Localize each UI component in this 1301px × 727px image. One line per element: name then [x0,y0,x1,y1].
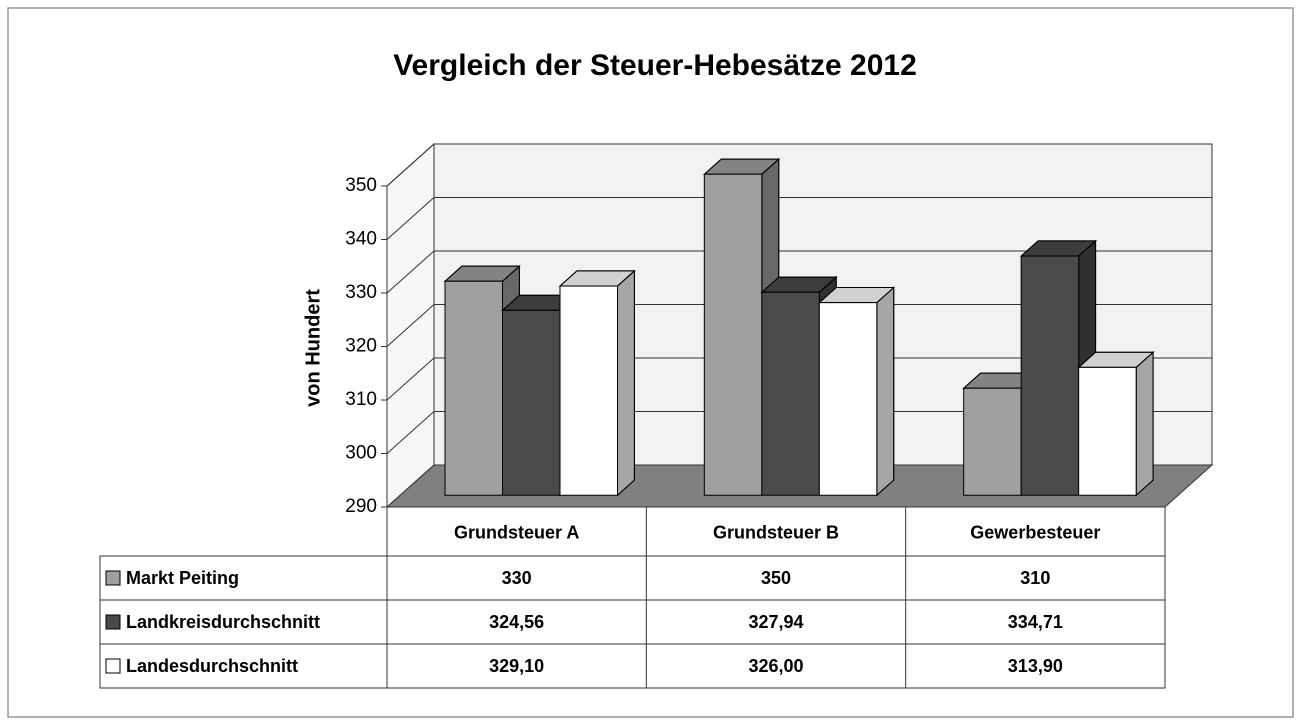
y-tick-label: 340 [345,229,377,250]
value-label: 350 [761,568,791,588]
legend-label: Landesdurchschnitt [126,656,298,676]
value-label: 334,71 [1008,612,1063,632]
category-label: Grundsteuer B [713,522,839,542]
value-label: 327,94 [748,612,803,632]
grid-line [386,250,435,294]
grid-line [386,143,435,187]
legend-label: Landkreisdurchschnitt [126,612,320,632]
table-header [386,506,1166,557]
y-tick-label: 330 [345,282,377,303]
grid-line [386,197,435,240]
grid-line [386,357,435,401]
value-label: 329,10 [489,656,544,676]
value-label: 310 [1020,568,1050,588]
bar-side-shade [876,286,895,497]
bar [502,309,561,496]
table-row [99,643,1166,689]
y-tick-label: 310 [345,389,377,410]
bar [818,302,878,496]
bar-side-shade [1135,351,1154,497]
value-label: 326,00 [748,656,803,676]
chart-title: Vergleich der Steuer-Hebesätze 2012 [393,49,917,82]
value-label: 330 [502,568,532,588]
bar [761,291,820,496]
y-tick-label: 290 [345,496,377,517]
grid-line [386,411,435,454]
bar [1020,255,1080,496]
legend-label: Markt Peiting [126,568,239,588]
y-tick-label: 350 [345,175,377,196]
category-label: Grundsteuer A [454,522,579,542]
value-label: 324,56 [489,612,544,632]
y-tick-label: 300 [345,443,377,464]
grid-line [386,304,435,347]
bar [703,173,763,496]
value-label: 313,90 [1008,656,1063,676]
category-label: Gewerbesteuer [970,522,1100,542]
bar-side-shade [617,269,635,497]
legend-swatch [105,570,121,586]
y-axis-label: von Hundert [302,289,324,407]
legend-swatch [105,614,121,630]
bar [444,280,503,496]
bar [1078,366,1137,496]
legend-swatch [105,658,121,674]
y-tick-label: 320 [345,336,377,357]
bar [963,387,1022,496]
bar [559,285,618,496]
